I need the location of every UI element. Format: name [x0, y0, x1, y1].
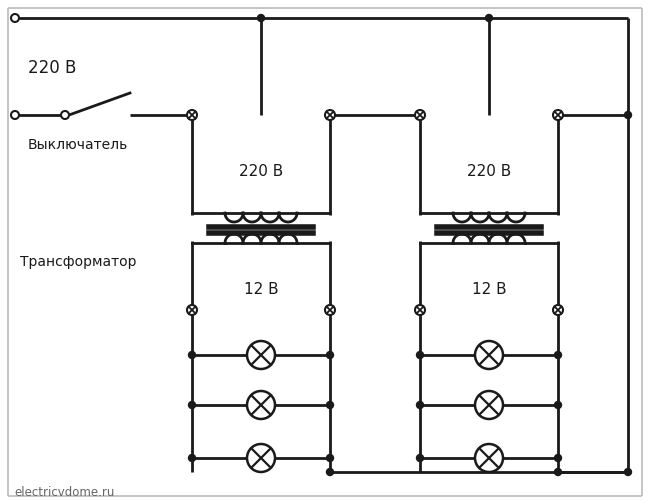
Circle shape — [247, 341, 275, 369]
Circle shape — [554, 455, 562, 462]
Circle shape — [188, 351, 196, 358]
Circle shape — [417, 351, 424, 358]
Circle shape — [326, 455, 333, 462]
Circle shape — [326, 469, 333, 475]
Circle shape — [553, 110, 563, 120]
Circle shape — [188, 455, 196, 462]
Circle shape — [326, 111, 333, 118]
Circle shape — [247, 444, 275, 472]
Circle shape — [475, 341, 503, 369]
Circle shape — [417, 455, 424, 462]
Circle shape — [417, 111, 424, 118]
Circle shape — [61, 111, 69, 119]
Text: Выключатель: Выключатель — [28, 138, 128, 152]
Text: 220 В: 220 В — [467, 164, 511, 179]
Circle shape — [11, 14, 19, 22]
Circle shape — [417, 402, 424, 409]
Circle shape — [554, 402, 562, 409]
Circle shape — [326, 351, 333, 358]
Text: Трансформатор: Трансформатор — [20, 255, 136, 269]
Text: 12 В: 12 В — [244, 283, 278, 297]
Circle shape — [625, 111, 632, 118]
Circle shape — [188, 402, 196, 409]
Text: 220 В: 220 В — [239, 164, 283, 179]
Circle shape — [188, 111, 196, 118]
Circle shape — [325, 110, 335, 120]
Circle shape — [325, 305, 335, 315]
Circle shape — [415, 110, 425, 120]
Text: 220 В: 220 В — [28, 59, 77, 77]
Text: electricvdome.ru: electricvdome.ru — [14, 485, 114, 498]
Circle shape — [415, 305, 425, 315]
Circle shape — [625, 469, 632, 475]
Circle shape — [187, 110, 197, 120]
Circle shape — [247, 391, 275, 419]
Circle shape — [554, 111, 562, 118]
Circle shape — [554, 351, 562, 358]
Circle shape — [187, 305, 197, 315]
Circle shape — [257, 15, 265, 22]
Text: 12 В: 12 В — [472, 283, 506, 297]
Circle shape — [553, 305, 563, 315]
Circle shape — [475, 391, 503, 419]
Circle shape — [326, 402, 333, 409]
Circle shape — [11, 111, 19, 119]
Circle shape — [554, 469, 562, 475]
Circle shape — [475, 444, 503, 472]
Circle shape — [486, 15, 493, 22]
